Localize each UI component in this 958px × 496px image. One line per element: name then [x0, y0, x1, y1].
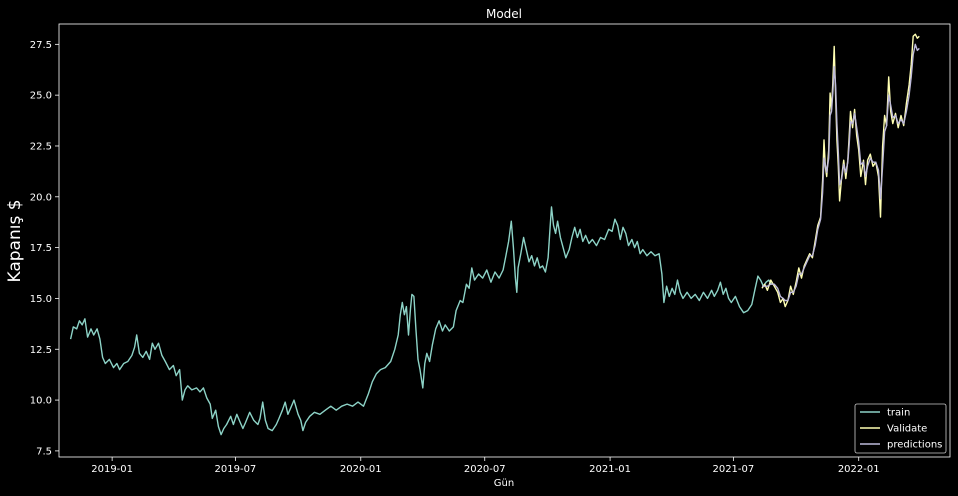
x-tick-label: 2020-01: [340, 464, 382, 475]
series-line-predictions: [762, 43, 920, 302]
legend-box: [854, 403, 947, 454]
chart-title: Model: [486, 7, 522, 21]
series-line-train: [69, 206, 773, 436]
y-tick-label: 22.5: [30, 141, 52, 152]
y-axis-ticks: 7.5 10.0 12.5 15.0 17.5 20.0 22.5 25.0 27.5: [30, 40, 59, 457]
legend-label-validate: Validate: [887, 424, 927, 435]
legend: train Validate predictions: [854, 403, 947, 454]
y-tick-label: 25.0: [30, 91, 52, 102]
x-tick-label: 2019-07: [215, 464, 257, 475]
y-tick-label: 27.5: [30, 40, 52, 51]
x-axis-label: Gün: [494, 478, 514, 489]
y-tick-label: 15.0: [30, 294, 52, 305]
y-tick-label: 17.5: [30, 243, 52, 254]
x-tick-label: 2022-01: [838, 464, 880, 475]
legend-label-train: train: [887, 408, 910, 419]
x-tick-label: 2021-07: [712, 464, 754, 475]
y-tick-label: 7.5: [36, 446, 52, 457]
y-tick-label: 12.5: [30, 345, 52, 356]
x-axis-ticks: 2019-01 2019-07 2020-01 2020-07 2021-01 2021-…: [91, 457, 880, 475]
x-tick-label: 2020-07: [464, 464, 506, 475]
y-tick-label: 10.0: [30, 396, 52, 407]
plot-frame: [58, 23, 951, 458]
legend-label-predictions: predictions: [887, 440, 942, 451]
x-tick-label: 2021-01: [589, 464, 631, 475]
y-tick-label: 20.0: [30, 192, 52, 203]
y-axis-label: Kapanış $: [5, 199, 25, 282]
x-tick-label: 2019-01: [91, 464, 133, 475]
series-layer: [69, 33, 920, 436]
